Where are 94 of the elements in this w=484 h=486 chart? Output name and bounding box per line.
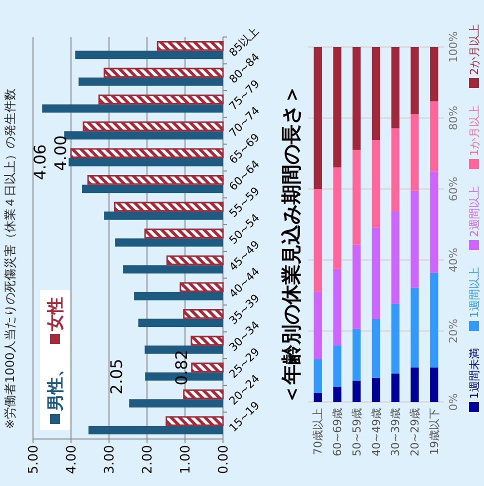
bar — [352, 328, 361, 381]
bar — [372, 378, 380, 402]
data-label: 4.06 — [30, 144, 50, 180]
bar — [314, 392, 322, 402]
y-tick-label: 60% — [447, 176, 460, 202]
bar — [75, 50, 223, 60]
text: 男性、 — [46, 360, 66, 412]
x-tick-label: 60~69歳 — [331, 408, 344, 456]
bar — [372, 47, 380, 140]
bar — [333, 386, 342, 402]
x-tick-label: 50~59歳 — [350, 408, 364, 456]
bar — [333, 167, 342, 269]
y-tick-label: 100% — [447, 31, 460, 63]
bar — [42, 104, 223, 113]
bar — [352, 380, 361, 402]
bar — [352, 150, 361, 245]
bar — [115, 238, 223, 247]
bar — [410, 47, 419, 114]
bar — [123, 265, 223, 274]
bar — [134, 292, 223, 300]
bar — [78, 78, 223, 86]
bar — [314, 189, 322, 292]
text: 2週間以上 — [468, 186, 481, 237]
bar — [372, 140, 380, 228]
x-tick-label: 40~49歳 — [370, 408, 383, 456]
bar — [391, 128, 400, 212]
bar — [183, 389, 224, 400]
bar — [144, 228, 224, 238]
bar — [314, 47, 322, 189]
text: 女性 — [46, 297, 66, 332]
bar — [191, 362, 224, 372]
y-tick-label: 80% — [447, 106, 460, 130]
text: ＜年齢別の休業見込み期間の長さ＞ — [279, 84, 303, 404]
bar — [180, 282, 224, 292]
bar — [114, 202, 224, 212]
bar — [352, 47, 361, 150]
bar — [183, 308, 224, 319]
data-label: 4.00 — [51, 135, 70, 171]
x-tick-label: 30~39歳 — [389, 408, 402, 456]
y-tick-label: 20% — [447, 318, 460, 344]
bar — [391, 304, 400, 374]
data-label: 2.05 — [107, 358, 126, 394]
text: 1週間未満 — [468, 348, 481, 399]
bar — [410, 114, 419, 191]
bar — [82, 184, 223, 194]
x-tick-label: 3.00 — [102, 445, 118, 474]
bar — [87, 174, 224, 185]
y-tick-label: 40% — [447, 248, 460, 272]
bar — [166, 255, 224, 266]
bar — [98, 94, 224, 104]
bar — [430, 368, 438, 402]
bar — [391, 211, 400, 304]
x-tick-label: 2.00 — [140, 445, 156, 474]
bar — [410, 190, 419, 288]
text: 1週間以上 — [468, 267, 481, 318]
bar — [314, 292, 322, 360]
x-tick-label: 70歳以上 — [312, 408, 325, 455]
bar — [410, 288, 419, 368]
x-tick-label: 0.00 — [216, 445, 232, 474]
bar — [391, 374, 400, 402]
bar — [104, 212, 223, 220]
bar — [333, 47, 342, 168]
bar — [333, 345, 342, 387]
bar — [352, 244, 361, 329]
bar — [190, 336, 224, 346]
y-tick-label: 0% — [447, 393, 460, 411]
bar — [410, 368, 419, 402]
bar — [430, 171, 438, 273]
x-tick-label: 19歳以下 — [428, 408, 441, 455]
x-tick-label: 4.00 — [64, 445, 80, 474]
bar — [138, 318, 223, 328]
bar — [430, 47, 438, 102]
bar — [430, 101, 438, 172]
bar — [333, 268, 342, 346]
bar — [166, 416, 224, 426]
text: 1か月以上 — [468, 105, 481, 156]
data-label: 0.82 — [172, 350, 191, 386]
bar — [430, 272, 438, 368]
bar — [391, 47, 400, 128]
bar — [68, 158, 223, 166]
bar — [372, 318, 380, 378]
bar — [314, 359, 322, 393]
bar — [70, 148, 224, 158]
bar — [104, 68, 224, 78]
x-tick-label: 20~29歳 — [408, 408, 422, 456]
text: ※労働者1000人当たりの死傷災害（休業４日以上）の発生件数 — [3, 88, 17, 429]
x-tick-label: 5.00 — [26, 445, 42, 474]
text: 2か月以上 — [468, 24, 481, 75]
bar — [129, 399, 223, 408]
bar — [372, 227, 380, 319]
bar — [88, 426, 223, 434]
bar — [82, 121, 224, 132]
bar — [156, 40, 224, 51]
x-tick-label: 1.00 — [178, 445, 194, 474]
